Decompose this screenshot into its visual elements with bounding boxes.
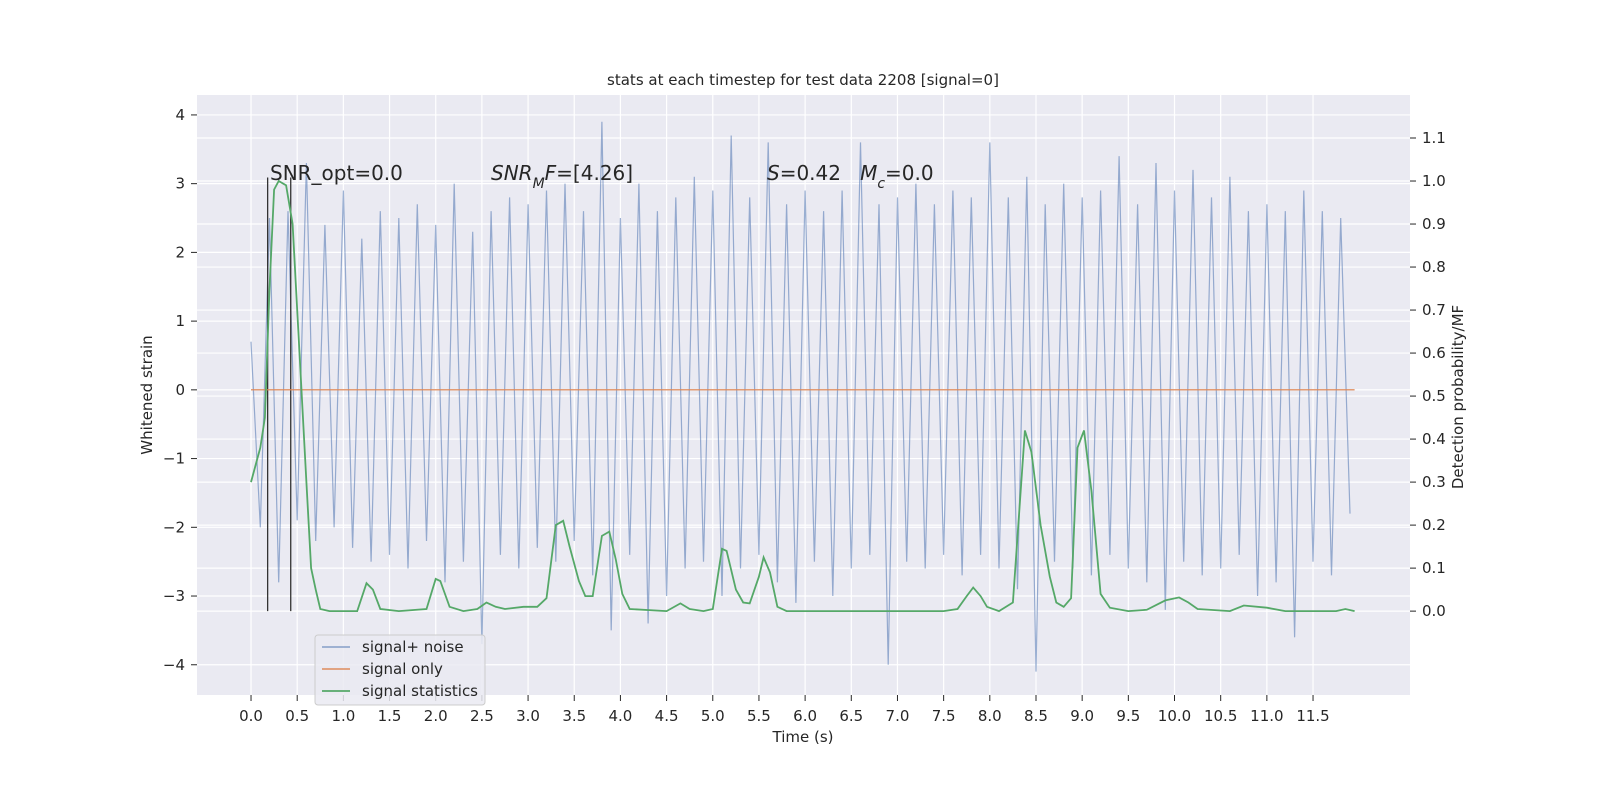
x-tick-label: 5.0: [701, 707, 725, 725]
x-tick-label: 1.0: [331, 707, 355, 725]
y2-tick-label: 0.7: [1422, 301, 1446, 319]
x-tick-label: 0.0: [239, 707, 263, 725]
x-tick-label: 3.0: [516, 707, 540, 725]
annotation-part: c: [877, 176, 885, 192]
y-tick-label: −2: [163, 518, 185, 536]
annotation-part: F: [545, 161, 557, 185]
x-tick-label: 10.5: [1204, 707, 1237, 725]
marks: [250, 121, 1355, 672]
x-tick-label: 0.5: [285, 707, 309, 725]
y-tick-label: 3: [175, 175, 185, 193]
y2-tick-label: 0.8: [1422, 258, 1446, 276]
y-tick-label: −1: [163, 450, 185, 468]
y2-tick-label: 1.0: [1422, 172, 1446, 190]
y2-tick-label: 1.1: [1422, 129, 1446, 147]
x-tick-label: 3.5: [562, 707, 586, 725]
x-axis-label: Time (s): [772, 728, 834, 746]
annotation: S=0.42 Mc=0.0: [767, 161, 934, 192]
y2-tick-label: 0.0: [1422, 602, 1446, 620]
y2-tick-label: 0.9: [1422, 215, 1446, 233]
annotation-part: SNR_opt=0.0: [270, 161, 403, 185]
y-tick-label: 0: [175, 381, 185, 399]
x-tick-label: 2.5: [470, 707, 494, 725]
y-tick-label: 4: [175, 106, 185, 124]
x-tick-label: 8.0: [978, 707, 1002, 725]
x-tick-label: 7.5: [932, 707, 956, 725]
annotation: SNR_opt=0.0: [270, 161, 403, 185]
x-tick-label: 1.5: [378, 707, 402, 725]
x-tick-label: 9.5: [1116, 707, 1140, 725]
x-tick-label: 9.0: [1070, 707, 1094, 725]
annotation-part: SNR: [491, 161, 533, 185]
series-line: [250, 121, 1351, 672]
x-tick-label: 10.0: [1158, 707, 1191, 725]
x-tick-label: 11.0: [1250, 707, 1283, 725]
y2-tick-label: 0.3: [1422, 473, 1446, 491]
annotations: SNR_opt=0.0 SNRMF=[4.26] S=0.42 Mc=0.0: [270, 161, 934, 192]
series-line: [250, 179, 1355, 613]
y2-tick-label: 0.4: [1422, 430, 1446, 448]
y-tick-label: −3: [163, 587, 185, 605]
legend-label: signal only: [362, 660, 443, 678]
annotation-part: M: [533, 176, 545, 192]
legend-label: signal statistics: [362, 682, 478, 700]
x-tick-label: 2.0: [424, 707, 448, 725]
y-axis-label: Whitened strain: [138, 335, 156, 454]
legend-label: signal+ noise: [362, 638, 464, 656]
x-tick-label: 7.0: [886, 707, 910, 725]
annotation: SNRMF=[4.26]: [491, 161, 633, 192]
x-tick-label: 11.5: [1296, 707, 1329, 725]
annotation-part: =0.42: [780, 161, 860, 185]
chart-title: stats at each timestep for test data 220…: [607, 71, 999, 89]
y-tick-label: 2: [175, 243, 185, 261]
legend: signal+ noise signal only signal statistic…: [314, 634, 486, 706]
legend-box: [314, 634, 486, 706]
y2-axis-label: Detection probability/MF: [1449, 305, 1467, 489]
y-tick-label: −4: [163, 656, 185, 674]
x-tick-label: 5.5: [747, 707, 771, 725]
annotation-part: S: [767, 161, 780, 185]
x-tick-label: 6.0: [793, 707, 817, 725]
y-tick-label: 1: [175, 312, 185, 330]
x-tick-label: 4.5: [655, 707, 679, 725]
annotation-part: M: [860, 161, 877, 185]
plot-area: [197, 95, 1410, 695]
x-tick-label: 4.0: [608, 707, 632, 725]
y2-tick-label: 0.5: [1422, 387, 1446, 405]
annotation-part: =[4.26]: [556, 161, 633, 185]
x-tick-label: 8.5: [1024, 707, 1048, 725]
x-tick-label: 6.5: [839, 707, 863, 725]
y2-tick-label: 0.6: [1422, 344, 1446, 362]
ticks: 0.0 0.5 1.0 1.5 2.0 2.5 3.0 3.5 4.0 4.5 5.0 5.5 6.0 6…: [163, 106, 1446, 725]
y2-tick-label: 0.1: [1422, 559, 1446, 577]
y2-tick-label: 0.2: [1422, 516, 1446, 534]
annotation-part: =0.0: [885, 161, 934, 185]
